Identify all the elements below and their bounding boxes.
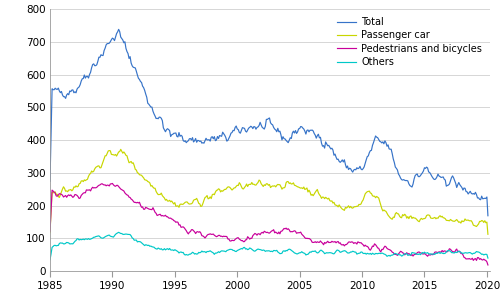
Total xyxy=(204,138,210,142)
Total xyxy=(116,27,121,31)
Pedestrians and bicycles xyxy=(485,263,491,267)
Others xyxy=(254,248,260,251)
Passenger car xyxy=(51,191,57,194)
Total xyxy=(51,88,57,91)
Line: Others: Others xyxy=(50,232,488,260)
Line: Pedestrians and bicycles: Pedestrians and bicycles xyxy=(50,184,488,265)
Pedestrians and bicycles xyxy=(370,245,376,248)
Line: Passenger car: Passenger car xyxy=(50,149,488,234)
Passenger car xyxy=(218,189,224,192)
Passenger car xyxy=(47,231,53,234)
Line: Total: Total xyxy=(50,29,488,216)
Total xyxy=(370,141,376,144)
Pedestrians and bicycles xyxy=(110,182,116,185)
Passenger car xyxy=(370,194,376,198)
Pedestrians and bicycles xyxy=(254,233,260,237)
Passenger car xyxy=(118,148,124,151)
Total xyxy=(47,180,53,183)
Others xyxy=(218,249,224,253)
Legend: Total, Passenger car, Pedestrians and bicycles, Others: Total, Passenger car, Pedestrians and bi… xyxy=(334,14,485,70)
Pedestrians and bicycles xyxy=(218,234,224,238)
Total xyxy=(218,135,224,138)
Passenger car xyxy=(485,233,491,236)
Total xyxy=(254,126,260,129)
Pedestrians and bicycles xyxy=(316,241,322,244)
Pedestrians and bicycles xyxy=(204,233,210,237)
Passenger car xyxy=(316,193,322,197)
Total xyxy=(485,214,491,217)
Others xyxy=(204,249,210,253)
Total xyxy=(316,136,322,140)
Others xyxy=(370,252,376,256)
Others xyxy=(116,230,121,234)
Passenger car xyxy=(204,194,210,197)
Others xyxy=(316,250,322,253)
Others xyxy=(51,244,57,247)
Pedestrians and bicycles xyxy=(47,229,53,233)
Others xyxy=(47,258,53,261)
Pedestrians and bicycles xyxy=(51,190,57,194)
Others xyxy=(485,256,491,260)
Passenger car xyxy=(254,182,260,185)
